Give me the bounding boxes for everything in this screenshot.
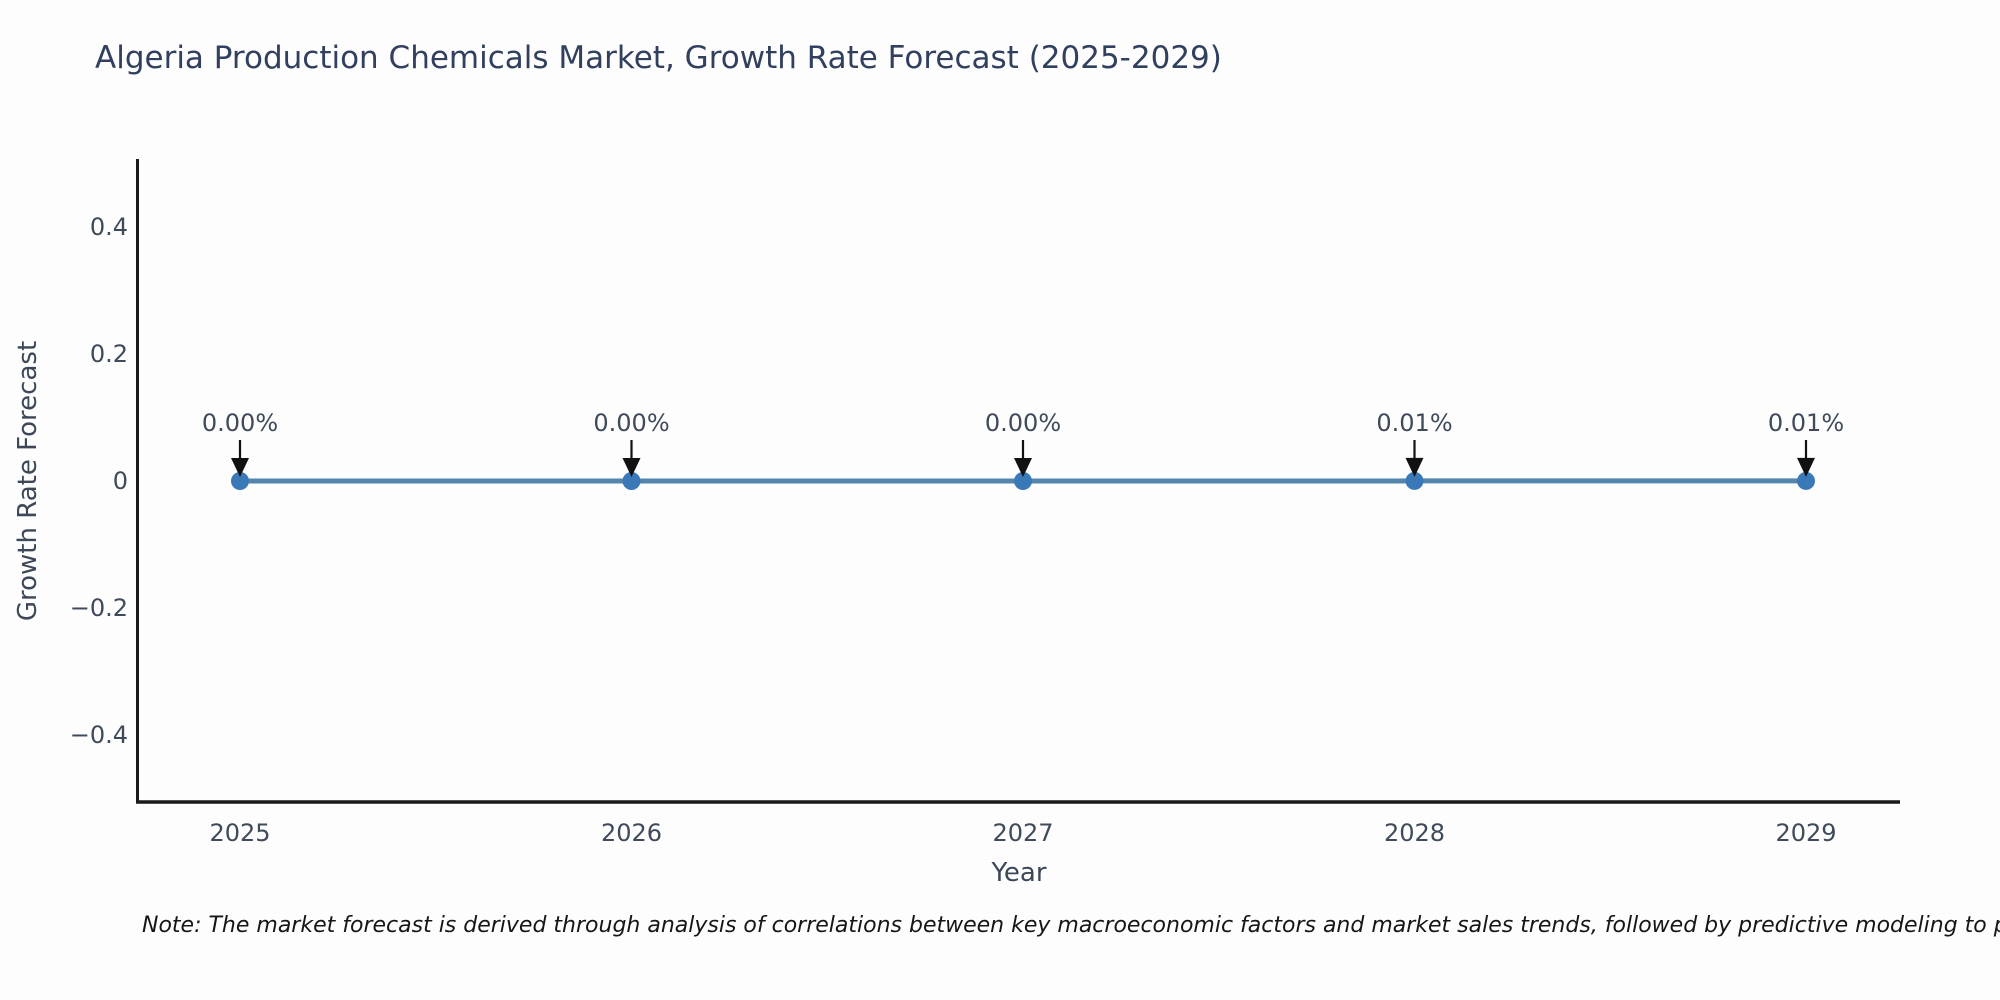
x-tick-label: 2027 — [992, 819, 1053, 847]
x-axis-title: Year — [991, 858, 1047, 888]
annotation-arrow-head — [231, 458, 249, 477]
x-tick-label: 2029 — [1775, 819, 1836, 847]
annotation-arrow-head — [1014, 458, 1032, 477]
x-tick-label: 2028 — [1384, 819, 1445, 847]
y-tick-label: 0.2 — [90, 340, 128, 368]
data-point — [622, 472, 641, 490]
x-tick-label: 2025 — [209, 819, 270, 847]
data-point — [1405, 471, 1424, 490]
y-tick-label: −0.2 — [70, 594, 128, 622]
data-point — [1797, 471, 1815, 490]
chart-footnote: Note: The market forecast is derived thr… — [142, 913, 2000, 938]
y-axis-title: Growth Rate Forecast — [13, 340, 43, 622]
data-point-label: 0.01% — [1768, 409, 1844, 437]
y-tick-label: 0 — [113, 467, 128, 495]
data-point-label: 0.00% — [593, 409, 669, 437]
data-point-label: 0.00% — [202, 409, 278, 437]
annotation-arrow-head — [622, 458, 641, 477]
data-point — [231, 472, 249, 490]
y-tick-label: −0.4 — [70, 721, 128, 749]
data-point — [1014, 472, 1032, 490]
y-tick-label: 0.4 — [90, 213, 128, 241]
chart-title: Algeria Production Chemicals Market, Gro… — [95, 40, 1222, 76]
annotation-arrow-head — [1405, 457, 1424, 477]
data-point-label: 0.00% — [985, 409, 1061, 437]
data-point-label: 0.01% — [1376, 409, 1452, 437]
x-tick-label: 2026 — [601, 819, 662, 847]
annotation-arrow-head — [1797, 457, 1815, 477]
